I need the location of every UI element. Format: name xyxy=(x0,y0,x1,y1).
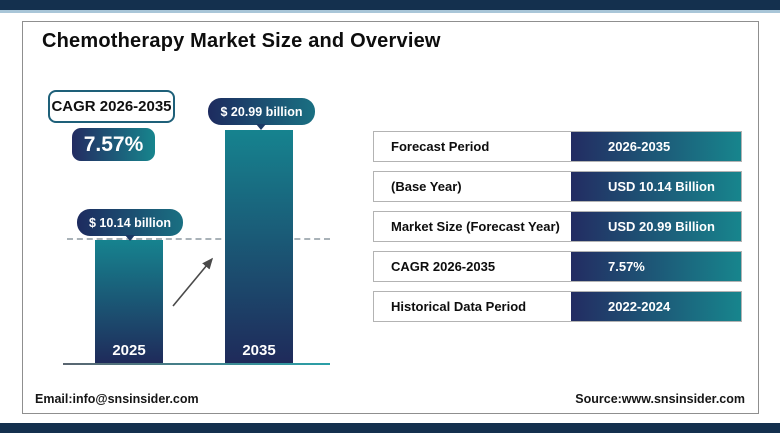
bar-2035: 2035 xyxy=(225,130,293,364)
bar-2025: 2025 xyxy=(95,240,163,364)
row-value: 7.57% xyxy=(571,252,741,281)
bar-label-2035: 2035 xyxy=(242,342,276,359)
bar-label-2025: 2025 xyxy=(112,342,146,359)
dashed-reference-line xyxy=(67,238,330,240)
chart-baseline xyxy=(63,363,330,365)
growth-arrow-icon xyxy=(172,257,214,307)
value-pill-pointer-2025 xyxy=(125,235,135,241)
value-pill-2025: $ 10.14 billion xyxy=(77,209,183,236)
value-pill-2035: $ 20.99 billion xyxy=(208,98,315,125)
footer-email: Email:info@snsinsider.com xyxy=(35,392,199,406)
row-value: USD 10.14 Billion xyxy=(571,172,741,201)
row-value: 2022-2024 xyxy=(571,292,741,321)
row-label: CAGR 2026-2035 xyxy=(374,252,571,281)
row-label: Forecast Period xyxy=(374,132,571,161)
cagr-period-box: CAGR 2026-2035 xyxy=(48,90,175,123)
cagr-value-badge: 7.57% xyxy=(72,128,155,161)
footer-source: Source:www.snsinsider.com xyxy=(575,392,745,406)
bottom-bar xyxy=(0,423,780,433)
table-row: CAGR 2026-2035 7.57% xyxy=(373,251,742,282)
table-row: Market Size (Forecast Year) USD 20.99 Bi… xyxy=(373,211,742,242)
top-bar xyxy=(0,0,780,10)
row-value: 2026-2035 xyxy=(571,132,741,161)
table-row: (Base Year) USD 10.14 Billion xyxy=(373,171,742,202)
row-label: (Base Year) xyxy=(374,172,571,201)
table-row: Forecast Period 2026-2035 xyxy=(373,131,742,162)
top-accent-line xyxy=(0,10,780,13)
row-value: USD 20.99 Billion xyxy=(571,212,741,241)
row-label: Market Size (Forecast Year) xyxy=(374,212,571,241)
table-row: Historical Data Period 2022-2024 xyxy=(373,291,742,322)
row-label: Historical Data Period xyxy=(374,292,571,321)
page-title: Chemotherapy Market Size and Overview xyxy=(42,30,441,52)
value-pill-pointer-2035 xyxy=(256,124,266,130)
